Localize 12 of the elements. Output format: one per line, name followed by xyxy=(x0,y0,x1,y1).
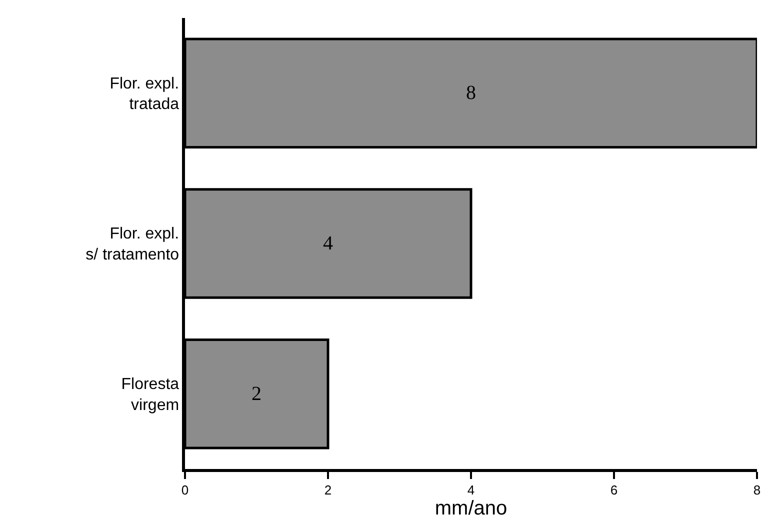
y-tick-label: Flor. expl. s/ tratamento xyxy=(86,226,180,264)
y-tick-label: Floresta virgem xyxy=(121,376,180,414)
data-label: 8 xyxy=(466,82,476,104)
x-axis-title: mm/ano xyxy=(434,497,508,520)
y-tick-label: Flor. expl. tratada xyxy=(110,75,180,114)
data-label: 4 xyxy=(323,232,333,254)
x-tick-label: 6 xyxy=(610,482,618,498)
x-tick-label: 8 xyxy=(753,482,761,498)
x-tick-label: 4 xyxy=(467,482,475,498)
x-tick-label: 0 xyxy=(181,482,189,498)
x-tick-label: 2 xyxy=(324,482,332,498)
data-label: 2 xyxy=(252,382,262,405)
